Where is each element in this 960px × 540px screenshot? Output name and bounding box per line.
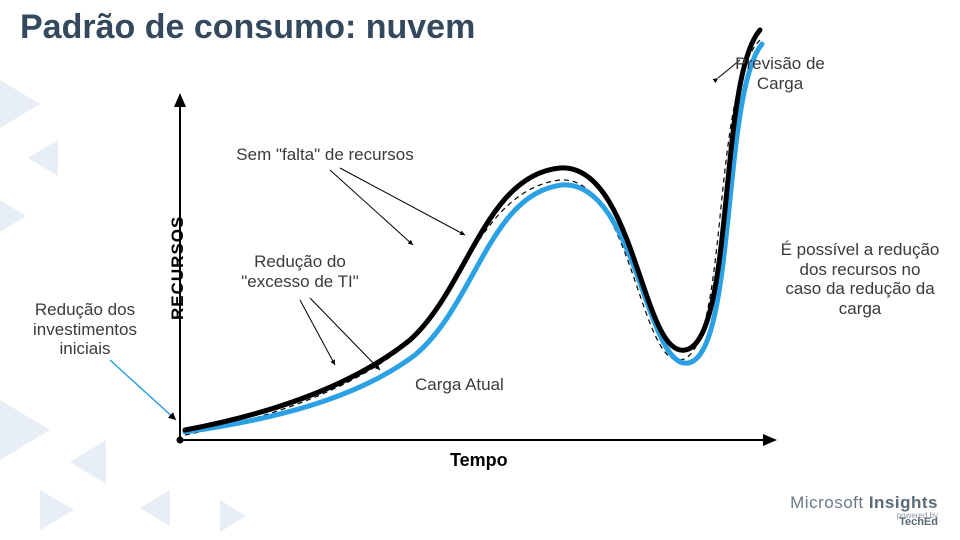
brand-footer: Microsoft Insights powered by TechEd bbox=[790, 493, 938, 528]
bg-triangle bbox=[0, 400, 50, 460]
x-axis-label: Tempo bbox=[450, 450, 508, 471]
label-previsao-l1: Previsão de Carga bbox=[735, 54, 825, 93]
label-invest: Redução dos investimentos iniciais bbox=[20, 300, 150, 359]
slide-title: Padrão de consumo: nuvem bbox=[20, 8, 475, 47]
bg-triangle bbox=[40, 490, 74, 530]
label-semfalta: Sem "falta" de recursos bbox=[210, 145, 440, 165]
actual-curve bbox=[185, 30, 760, 430]
brand-teched: TechEd bbox=[790, 516, 938, 528]
cloud-curve bbox=[185, 44, 762, 432]
bg-triangle bbox=[28, 140, 58, 176]
bg-triangle bbox=[70, 440, 106, 484]
bg-triangle bbox=[0, 200, 26, 232]
label-carga-atual: Carga Atual bbox=[415, 375, 504, 395]
arrow-semfalta-2 bbox=[340, 168, 465, 235]
label-reducao: É possível a redução dos recursos no cas… bbox=[770, 240, 950, 318]
arrow-semfalta-1 bbox=[330, 170, 413, 245]
bg-triangle bbox=[0, 80, 40, 128]
label-excesso: Redução do "excesso de TI" bbox=[230, 252, 370, 291]
origin-dot bbox=[177, 437, 184, 444]
arrow-excesso-2 bbox=[310, 298, 380, 370]
bg-triangle bbox=[140, 490, 170, 526]
arrow-invest bbox=[110, 360, 176, 420]
brand-insights: Insights bbox=[869, 493, 938, 512]
label-previsao: Previsão de Carga bbox=[720, 54, 840, 93]
arrow-excesso-1 bbox=[300, 300, 335, 365]
y-axis-label: RECURSOS bbox=[168, 216, 188, 320]
brand-ms: Microsoft bbox=[790, 493, 869, 512]
bg-triangle bbox=[220, 500, 246, 532]
